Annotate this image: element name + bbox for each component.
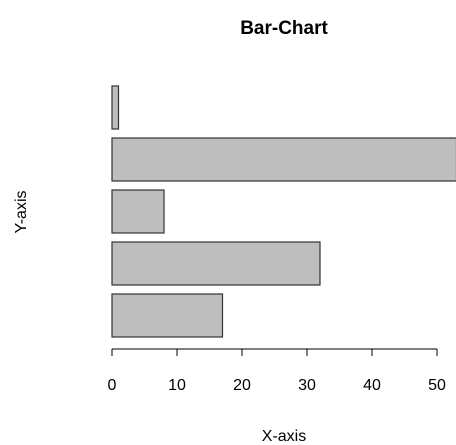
- x-tick-label-0: 0: [108, 377, 117, 394]
- bars-group: [111, 85, 456, 338]
- bar-1: [111, 293, 224, 338]
- x-tick-label-40: 40: [363, 377, 381, 394]
- bar-2: [111, 241, 321, 286]
- x-ticks-group: 0 10 20 30 40 50: [108, 349, 446, 394]
- x-tick-label-20: 20: [233, 377, 251, 394]
- bar-4: [111, 137, 456, 182]
- x-axis-label: X-axis: [262, 428, 306, 445]
- y-axis-label: Y-axis: [13, 191, 30, 234]
- x-tick-label-10: 10: [168, 377, 186, 394]
- x-axis: 0 10 20 30 40 50: [108, 348, 446, 394]
- x-tick-label-30: 30: [298, 377, 316, 394]
- bar-5: [111, 85, 120, 130]
- bar-3: [111, 189, 165, 234]
- x-tick-label-50: 50: [428, 377, 446, 394]
- chart-title: Bar-Chart: [240, 18, 328, 39]
